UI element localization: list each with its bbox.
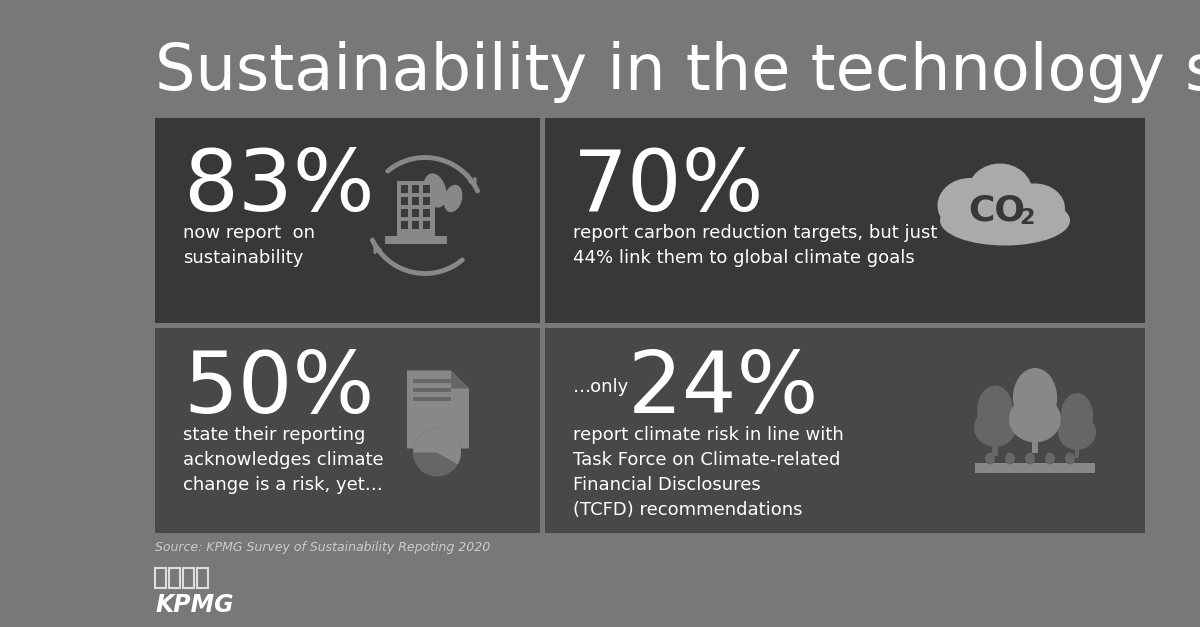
Bar [424,184,430,192]
Text: 24%: 24% [628,348,820,431]
Bar [424,196,430,204]
Text: Source: KPMG Survey of Sustainability Repoting 2020: Source: KPMG Survey of Sustainability Re… [155,541,491,554]
Text: now report  on
sustainability: now report on sustainability [182,224,314,267]
Ellipse shape [1006,184,1066,233]
Polygon shape [413,428,461,465]
Ellipse shape [1025,453,1034,465]
Bar [1032,435,1038,453]
Bar [385,236,446,243]
Bar [974,463,1096,473]
Text: 50%: 50% [182,348,374,431]
Text: …only: …only [574,378,629,396]
Bar [155,328,540,533]
Bar [197,568,208,588]
Bar [412,196,419,204]
Bar [1075,444,1079,458]
Ellipse shape [937,178,1002,233]
Polygon shape [407,371,469,448]
Bar [992,440,997,455]
Bar [401,209,408,216]
Ellipse shape [1061,393,1093,438]
Bar [182,568,194,588]
Bar [155,118,540,323]
Text: KPMG: KPMG [155,593,234,617]
Bar [424,221,430,228]
Bar [545,328,1145,533]
Bar [401,221,408,228]
Bar [545,118,1145,323]
Ellipse shape [1009,396,1061,443]
Bar [413,387,451,391]
Text: CO: CO [968,194,1026,228]
Text: Sustainability in the technology sector: Sustainability in the technology sector [155,41,1200,103]
Text: 70%: 70% [574,146,764,229]
Bar [401,196,408,204]
Ellipse shape [940,196,1070,246]
Text: state their reporting
acknowledges climate
change is a risk, yet…: state their reporting acknowledges clima… [182,426,384,494]
Bar [412,184,419,192]
Ellipse shape [1045,453,1055,465]
Bar [413,396,451,401]
Bar [401,184,408,192]
Text: 83%: 83% [182,146,374,229]
Ellipse shape [424,173,446,208]
Ellipse shape [444,185,462,212]
Bar [169,568,180,588]
Text: report carbon reduction targets, but just
44% link them to global climate goals: report carbon reduction targets, but jus… [574,224,937,267]
Ellipse shape [967,164,1032,221]
Ellipse shape [1006,453,1015,465]
Bar [413,379,458,382]
Bar [155,568,166,588]
Bar [424,209,430,216]
Ellipse shape [985,453,995,465]
Ellipse shape [1066,453,1075,465]
Ellipse shape [977,386,1013,435]
Bar [412,209,419,216]
Text: report climate risk in line with
Task Force on Climate-related
Financial Disclos: report climate risk in line with Task Fo… [574,426,844,519]
Circle shape [413,428,461,477]
Bar [412,221,419,228]
Text: 2: 2 [1019,209,1034,228]
Bar [397,181,436,236]
Ellipse shape [1058,414,1096,450]
Ellipse shape [1013,368,1057,428]
Polygon shape [451,371,469,389]
Ellipse shape [974,408,1016,447]
